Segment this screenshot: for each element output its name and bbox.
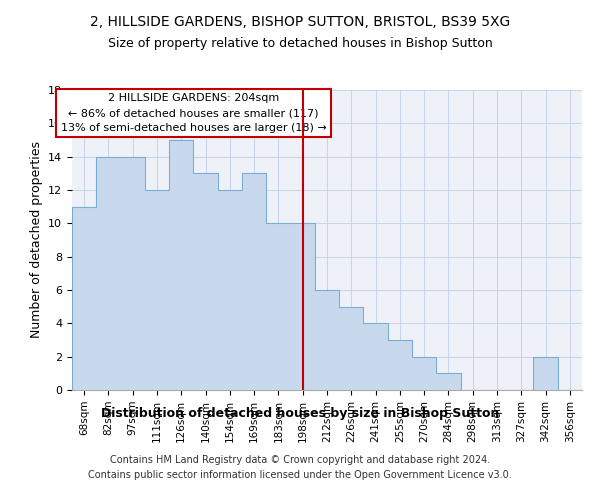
Text: 2 HILLSIDE GARDENS: 204sqm
← 86% of detached houses are smaller (117)
13% of sem: 2 HILLSIDE GARDENS: 204sqm ← 86% of deta… [61, 94, 326, 133]
Y-axis label: Number of detached properties: Number of detached properties [29, 142, 43, 338]
Text: 2, HILLSIDE GARDENS, BISHOP SUTTON, BRISTOL, BS39 5XG: 2, HILLSIDE GARDENS, BISHOP SUTTON, BRIS… [90, 15, 510, 29]
Text: Contains HM Land Registry data © Crown copyright and database right 2024.
Contai: Contains HM Land Registry data © Crown c… [88, 455, 512, 480]
Text: Size of property relative to detached houses in Bishop Sutton: Size of property relative to detached ho… [107, 38, 493, 51]
Text: Distribution of detached houses by size in Bishop Sutton: Distribution of detached houses by size … [101, 408, 499, 420]
